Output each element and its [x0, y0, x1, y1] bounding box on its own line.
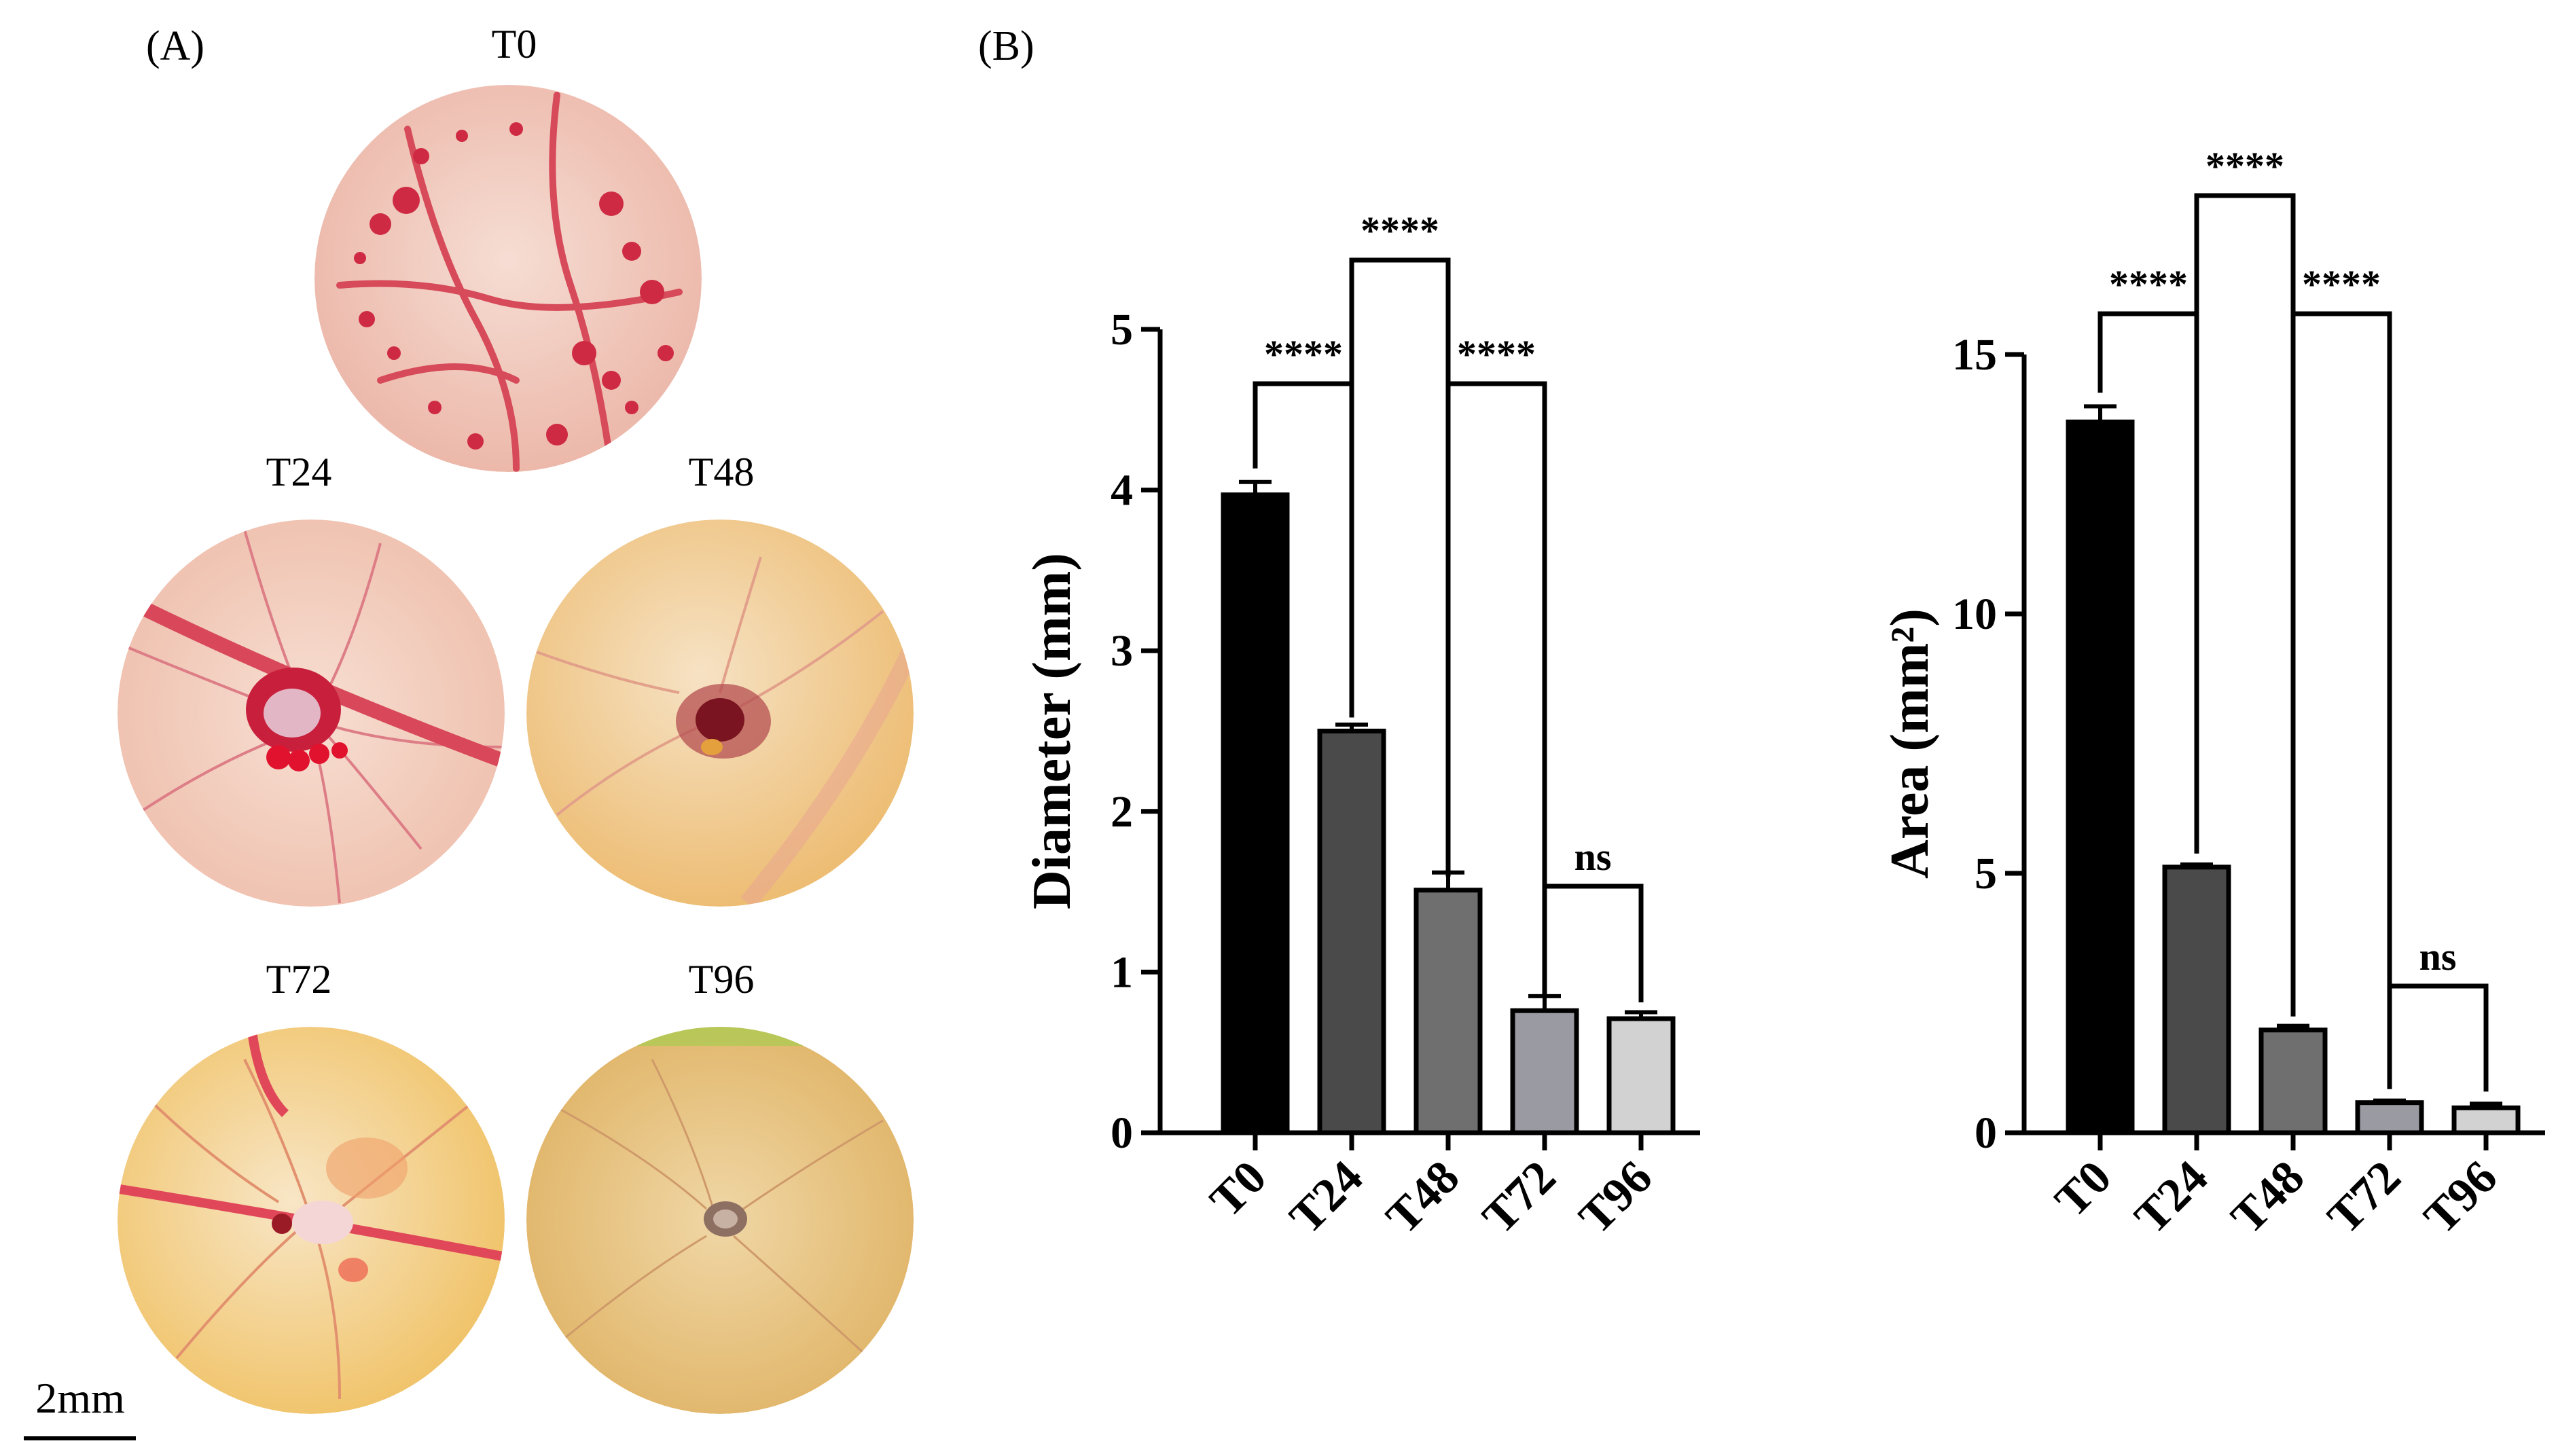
x-tick-label: T72 — [1473, 1151, 1566, 1244]
significance-label: **** — [2109, 262, 2188, 306]
panel-label-a: (A) — [146, 23, 204, 69]
diameter-chart: 0 1 2 3 4 5 Diameter (mm) T0 T24 T48 T72 T96 **** ***… — [1022, 208, 1700, 1244]
y-tick-label: 5 — [1975, 849, 1997, 898]
bar-t96 — [2451, 1105, 2521, 1135]
significance-label: **** — [2302, 262, 2381, 306]
bar-t0 — [2066, 419, 2135, 1135]
x-tick-label: T0 — [1200, 1151, 1276, 1227]
y-tick-label: 10 — [1952, 589, 1997, 639]
significance-label: **** — [2205, 144, 2284, 188]
significance-label: **** — [1457, 332, 1536, 376]
significance-bracket — [1542, 884, 1644, 1003]
photo-label-t24: T24 — [266, 450, 332, 494]
x-tick-label: T48 — [1376, 1151, 1469, 1244]
x-tick-label: T72 — [2318, 1151, 2411, 1244]
photo-t24 — [118, 520, 505, 907]
y-tick-label: 0 — [1975, 1108, 1997, 1158]
photo-label-t48: T48 — [689, 450, 755, 494]
photo-t0 — [314, 85, 702, 472]
y-tick-label: 1 — [1111, 947, 1133, 997]
photo-t48 — [526, 520, 914, 907]
x-tick-label: T96 — [2414, 1151, 2507, 1244]
bar-t72 — [1510, 1008, 1579, 1135]
y-axis-title: Diameter (mm) — [1022, 553, 1082, 909]
y-tick-label: 0 — [1111, 1108, 1133, 1158]
significance-bracket — [2387, 983, 2489, 1092]
x-tick-label: T24 — [1280, 1151, 1373, 1244]
photo-t96 — [526, 1027, 914, 1414]
bar-t24 — [1317, 729, 1386, 1135]
bar-t72 — [2355, 1100, 2424, 1135]
bar-t0 — [1221, 492, 1290, 1135]
bar-t24 — [2162, 864, 2231, 1135]
x-tick-label: T0 — [2045, 1151, 2121, 1227]
area-chart: 0 5 10 15 Area (mm²) T0 T24 T48 T72 T96 **** **** **… — [1880, 144, 2545, 1244]
photo-label-t72: T72 — [266, 957, 332, 1002]
x-tick-label: T96 — [1569, 1151, 1662, 1244]
significance-label: ns — [2419, 934, 2457, 979]
x-tick-label: T48 — [2221, 1151, 2314, 1244]
photo-label-t0: T0 — [492, 22, 537, 67]
bar-t48 — [2258, 1027, 2328, 1135]
y-tick-label: 3 — [1111, 626, 1133, 676]
bar-t48 — [1413, 888, 1483, 1135]
panel-label-b: (B) — [978, 23, 1034, 69]
y-tick-label: 2 — [1111, 787, 1133, 837]
significance-label: **** — [1264, 332, 1343, 376]
significance-bracket — [1445, 381, 1547, 995]
x-tick-label: T24 — [2125, 1151, 2218, 1244]
bar-t96 — [1606, 1016, 1676, 1135]
y-axis-title: Area (mm²) — [1880, 608, 1940, 879]
y-tick-label: 5 — [1111, 305, 1133, 354]
y-tick-label: 4 — [1111, 466, 1133, 515]
significance-label: **** — [1361, 208, 1439, 253]
scale-bar-label: 2mm — [35, 1374, 125, 1422]
significance-bracket — [2290, 311, 2392, 1087]
photo-t72 — [118, 1027, 505, 1414]
photo-label-t96: T96 — [689, 957, 755, 1002]
significance-label: ns — [1574, 835, 1612, 879]
y-tick-label: 15 — [1952, 330, 1997, 380]
